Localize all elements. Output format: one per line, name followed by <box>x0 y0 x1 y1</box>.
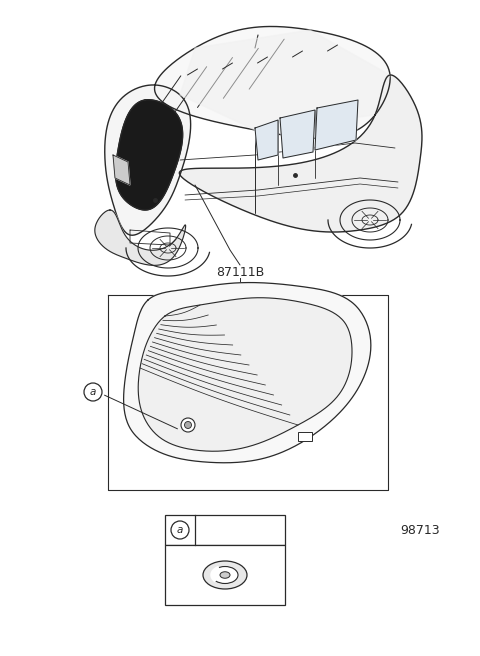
Ellipse shape <box>203 561 247 589</box>
Bar <box>298 432 312 441</box>
Text: a: a <box>177 525 183 535</box>
Ellipse shape <box>220 572 230 578</box>
Polygon shape <box>280 110 315 158</box>
Polygon shape <box>255 120 278 160</box>
Polygon shape <box>138 298 352 451</box>
Polygon shape <box>155 26 390 138</box>
Polygon shape <box>180 30 390 130</box>
Text: 87111B: 87111B <box>216 266 264 279</box>
Polygon shape <box>315 100 358 150</box>
Polygon shape <box>180 75 422 232</box>
Polygon shape <box>116 100 182 210</box>
Text: 98713: 98713 <box>400 523 440 537</box>
Circle shape <box>184 422 192 428</box>
Polygon shape <box>95 210 186 266</box>
Polygon shape <box>113 155 130 185</box>
Text: a: a <box>90 387 96 397</box>
Circle shape <box>171 521 189 539</box>
Polygon shape <box>124 283 371 462</box>
Circle shape <box>181 418 195 432</box>
Ellipse shape <box>212 567 238 583</box>
Bar <box>165 515 285 545</box>
Bar <box>165 545 285 605</box>
Circle shape <box>84 383 102 401</box>
Polygon shape <box>105 85 191 236</box>
